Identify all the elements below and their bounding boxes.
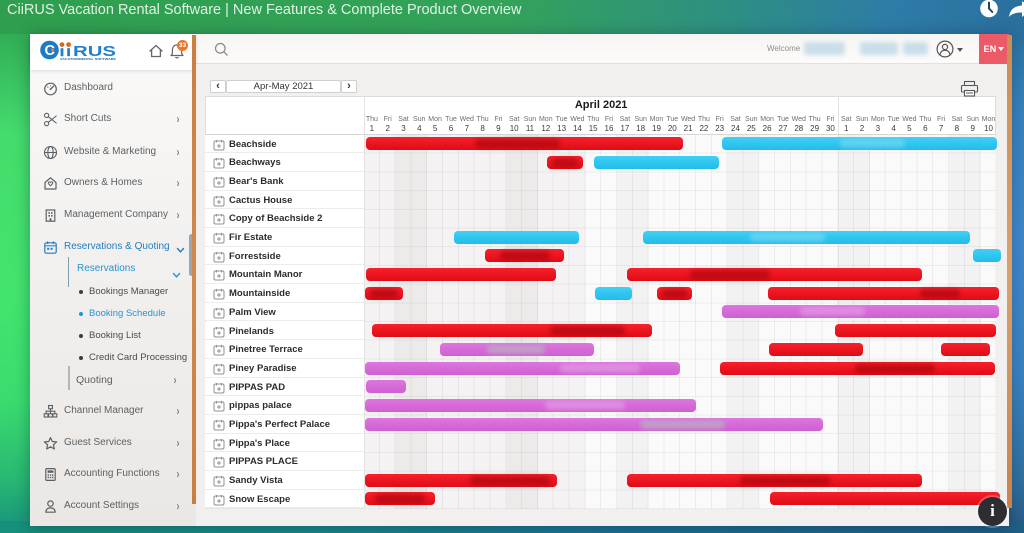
svg-text:C: C bbox=[44, 43, 55, 59]
svg-text:RUS: RUS bbox=[73, 44, 116, 60]
svg-text:VACATIONRENTAL SOFTWARE: VACATIONRENTAL SOFTWARE bbox=[60, 57, 116, 61]
